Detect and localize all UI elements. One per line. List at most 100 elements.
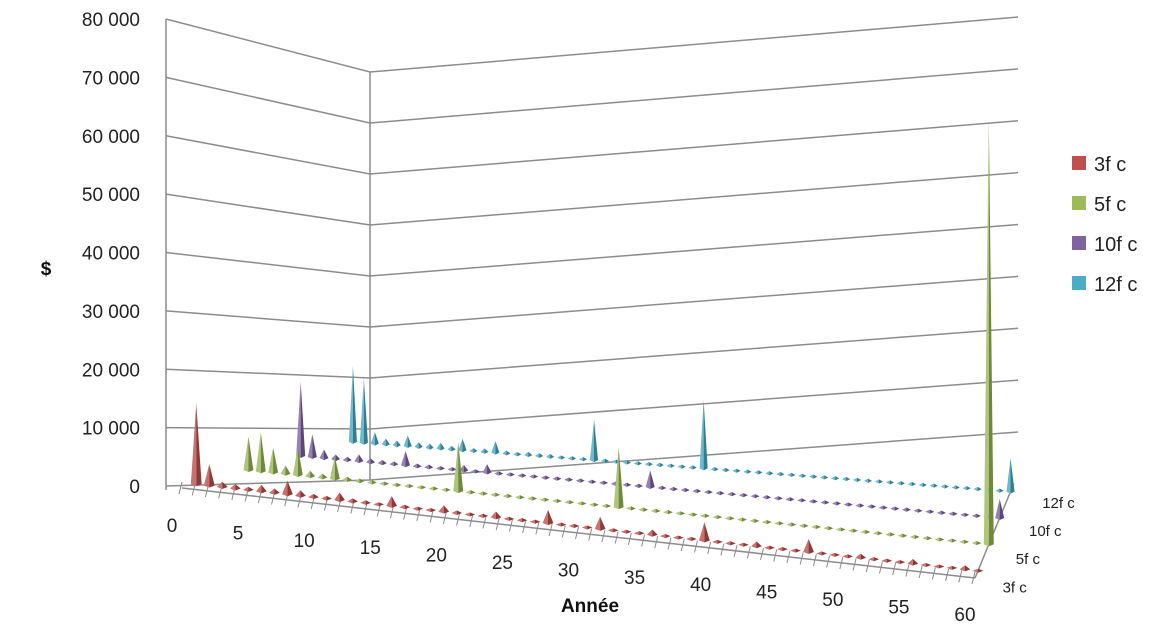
cone-face-dark — [778, 496, 783, 501]
cone-mark — [823, 526, 834, 531]
cone-mark — [816, 551, 827, 556]
cone-mark — [1006, 457, 1015, 494]
cone-face-light — [469, 448, 474, 454]
cone-face-light — [948, 511, 954, 516]
cone-face-dark — [248, 436, 254, 473]
cone-face-light — [765, 471, 770, 476]
y-tick-label: 40 000 — [82, 244, 140, 265]
x-tick-mark — [945, 568, 950, 582]
cone-face-dark — [507, 493, 513, 499]
cone-face-light — [896, 481, 901, 486]
x-tick-mark — [482, 516, 487, 529]
cone-mark — [348, 365, 357, 444]
cone-mark — [354, 454, 364, 464]
cone-face-light — [403, 483, 409, 489]
cone-mark — [725, 541, 736, 546]
cone-mark — [587, 479, 597, 484]
cone-mark — [392, 440, 401, 448]
cone-mark — [811, 524, 822, 530]
cone-face-light — [685, 536, 692, 542]
cone-face-dark — [889, 480, 895, 485]
cone-face-dark — [405, 451, 411, 468]
cone-face-light — [761, 519, 767, 525]
cone-face-light — [743, 469, 748, 474]
cone-face-dark — [650, 470, 655, 489]
cone-mark — [907, 558, 919, 566]
cone-face-light — [594, 516, 601, 531]
cone-mark — [749, 518, 760, 523]
cone-face-light — [638, 507, 644, 512]
legend: 3f c 5f c 10f c 12f c — [1072, 154, 1137, 296]
x-tick-label: 0 — [167, 516, 178, 537]
cone-mark — [503, 516, 515, 521]
cone-face-light — [308, 493, 314, 500]
cone-face-dark — [643, 507, 649, 512]
cone-face-light — [517, 473, 523, 478]
cone-face-dark — [868, 478, 873, 483]
series-10f-c — [296, 381, 1005, 520]
x-tick-mark — [522, 520, 527, 534]
cone-face-light — [712, 514, 718, 520]
x-tick-mark — [826, 555, 831, 568]
cone-mark — [389, 461, 399, 467]
cone-face-dark — [352, 498, 358, 504]
cone-mark — [922, 536, 933, 541]
cone-mark — [424, 464, 434, 470]
cone-face-light — [971, 541, 977, 546]
cone-face-dark — [533, 474, 539, 479]
cone-mark — [399, 504, 411, 510]
cone-face-dark — [941, 510, 946, 515]
cone-face-light — [803, 538, 809, 555]
cone-mark — [881, 558, 893, 563]
cone-face-dark — [323, 449, 329, 461]
x-tick-mark — [508, 519, 513, 532]
cone-mark — [529, 519, 541, 524]
cone-face-dark — [802, 473, 807, 478]
cone-face-light — [447, 467, 453, 472]
cone-face-dark — [912, 558, 919, 566]
cone-face-dark — [626, 529, 632, 534]
cone-face-dark — [495, 441, 500, 455]
cone-mark — [983, 119, 994, 547]
cone-face-light — [650, 508, 656, 513]
cone-face-light — [863, 478, 869, 483]
cone-face-light — [920, 562, 926, 568]
cone-mark — [675, 511, 686, 516]
cone-mark — [412, 463, 422, 469]
cone-mark — [732, 468, 741, 473]
cone-face-light — [354, 454, 359, 464]
cone-mark — [645, 470, 655, 489]
cone-face-dark — [544, 497, 550, 502]
cone-mark — [685, 536, 697, 542]
cone-face-dark — [548, 509, 554, 526]
cone-face-dark — [803, 523, 809, 528]
cone-mark — [872, 531, 883, 536]
legend-label: 3f c — [1094, 154, 1126, 176]
x-tick-label: 5 — [233, 523, 244, 544]
cone-mark — [555, 522, 567, 527]
cone-face-light — [451, 510, 457, 516]
cone-face-dark — [1010, 457, 1015, 494]
cone-face-dark — [955, 485, 960, 490]
cone-face-dark — [813, 499, 818, 504]
cone-mark — [594, 516, 606, 531]
cone-face-light — [959, 565, 965, 572]
cone-mark — [933, 564, 945, 569]
x-tick-mark — [337, 499, 342, 513]
cone-face-dark — [260, 432, 266, 474]
cone-mark — [377, 459, 387, 466]
cone-mark — [820, 475, 829, 480]
cone-face-light — [490, 511, 496, 520]
cone-face-light — [576, 501, 582, 506]
cone-face-light — [447, 445, 452, 452]
cone-mark — [334, 492, 345, 503]
cone-face-dark — [568, 477, 574, 482]
cone-face-light — [529, 474, 534, 479]
x-tick-mark — [654, 535, 659, 549]
floor-side-edge — [974, 483, 1015, 579]
cone-face-light — [773, 496, 779, 501]
cone-face-light — [401, 451, 406, 468]
cone-face-dark — [816, 524, 822, 530]
cone-face-dark — [951, 565, 958, 570]
cone-face-light — [712, 539, 718, 544]
